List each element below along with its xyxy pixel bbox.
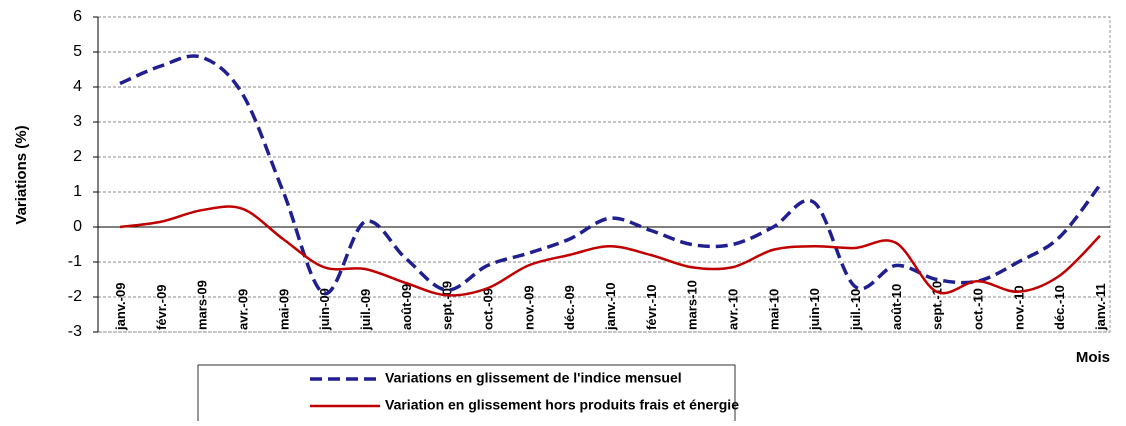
y-tick-label: 5 [73,43,82,60]
x-tick-label: août-10 [889,284,904,330]
y-tick-label: 6 [73,8,82,25]
x-tick-label: févr.-09 [154,284,169,330]
y-tick-label: 4 [73,78,82,95]
x-tick-label: sept.-09 [440,281,455,330]
legend-label: Variations en glissement de l'indice men… [385,370,682,386]
x-tick-label: avr.-10 [726,289,741,330]
x-tick-label: juil.-10 [848,289,863,331]
y-axis-label: Variations (%) [13,125,30,224]
x-tick-label: nov.-10 [1011,285,1026,330]
y-tick-label: 0 [73,218,82,235]
series-line [119,205,1101,297]
y-tick-label: 1 [73,183,82,200]
x-tick-label: juin-10 [807,288,822,331]
y-tick-label: 3 [73,113,82,130]
x-tick-label: janv.-09 [113,283,128,331]
y-tick-label: -2 [68,288,82,305]
x-tick-label: mai-09 [276,289,291,330]
x-axis-label: Mois [1076,349,1110,366]
x-tick-label: janv.-11 [1093,283,1108,331]
x-tick-label: févr.-10 [644,284,659,330]
x-tick-label: mai-10 [766,289,781,330]
x-tick-label: août-09 [399,284,414,330]
x-tick-label: avr.-09 [236,289,251,330]
x-tick-label: mars-10 [685,280,700,330]
x-tick-label: nov.-09 [521,285,536,330]
series-line [119,54,1102,296]
y-tick-label: 2 [73,148,82,165]
legend-box [197,364,736,426]
x-tick-label: déc.-09 [562,285,577,330]
x-tick-label: oct.-10 [971,288,986,330]
x-tick-label: mars-09 [195,280,210,330]
x-tick-label: janv.-10 [603,283,618,331]
x-tick-label: oct.-09 [481,288,496,330]
y-tick-label: -1 [68,253,82,270]
x-tick-label: déc.-10 [1052,285,1067,330]
legend-label: Variation en glissement hors produits fr… [385,397,739,413]
y-tick-label: -3 [68,323,82,340]
x-tick-label: juin-09 [317,288,332,331]
x-tick-label: juil.-09 [358,289,373,331]
